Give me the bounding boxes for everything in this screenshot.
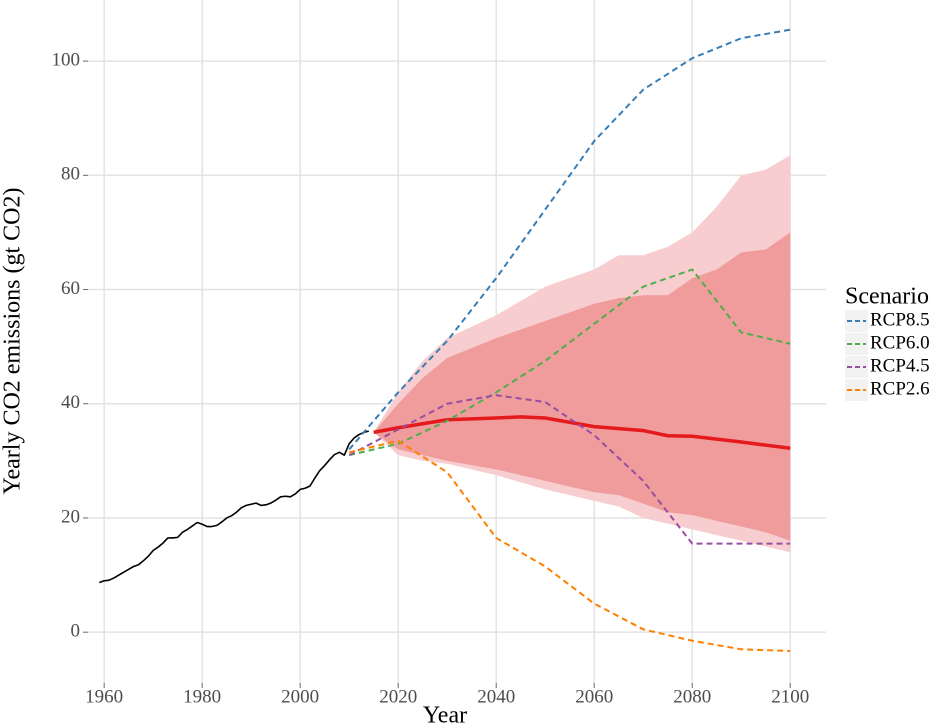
legend-title: Scenario (845, 284, 929, 310)
y-axis-title: Yearly CO2 emissions (gt CO2) (0, 188, 26, 495)
y-tick-label: 40 (61, 392, 80, 413)
scenario-line (348, 28, 791, 451)
x-tick-label: 2040 (477, 686, 515, 707)
history-line (99, 430, 369, 584)
y-tick-label: 60 (61, 278, 80, 299)
uncertainty-band (373, 232, 791, 541)
legend-label: RCP8.5 (870, 309, 930, 330)
x-tick-label: 2020 (379, 686, 417, 707)
x-tick-label: 1980 (183, 686, 221, 707)
x-axis-title: Year (423, 703, 467, 728)
x-tick-label: 2000 (281, 686, 319, 707)
legend-label: RCP2.6 (870, 378, 930, 399)
x-tick-label: 1960 (85, 686, 123, 707)
scenario-line (348, 394, 791, 545)
x-tick-label: 2100 (771, 686, 809, 707)
legend-label: RCP6.0 (870, 332, 930, 353)
x-tick-label: 2080 (673, 686, 711, 707)
x-tick-label: 2060 (575, 686, 613, 707)
y-tick-label: 100 (52, 49, 81, 70)
median-line (373, 415, 791, 451)
legend-label: RCP4.5 (870, 355, 930, 376)
y-tick-label: 20 (61, 506, 80, 527)
y-tick-label: 80 (61, 164, 80, 185)
scenario-line (348, 268, 791, 457)
y-tick-label: 0 (71, 621, 81, 642)
